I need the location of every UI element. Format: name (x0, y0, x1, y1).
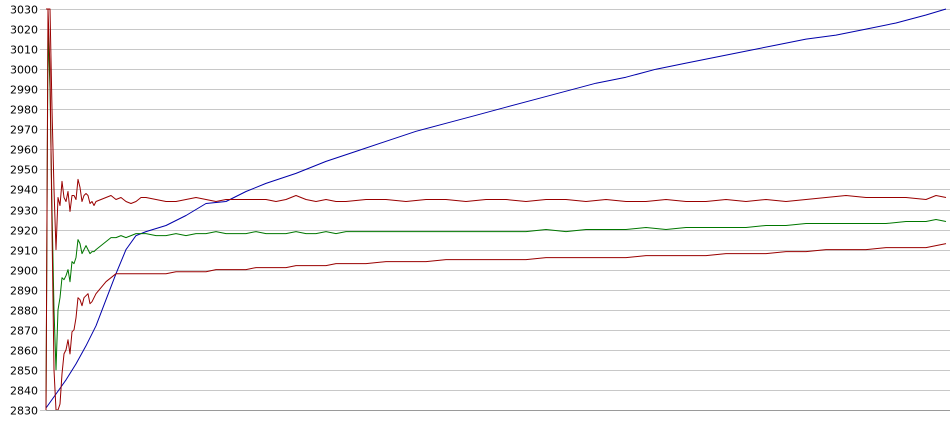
y-axis-tick-labels: 2830 2840 2850 2860 2870 2880 2890 2900 2910 2920… (10, 4, 38, 418)
y-tick-label: 2850 (10, 365, 38, 378)
series-line-middle (45, 28, 947, 411)
gridlines (40, 9, 950, 411)
series-line-lower (45, 8, 947, 411)
y-tick-label: 2920 (10, 225, 38, 238)
y-tick-label: 3030 (10, 4, 38, 17)
y-tick-label: 3020 (10, 24, 38, 37)
y-tick-label: 2940 (10, 184, 38, 197)
y-tick-label: 2980 (10, 104, 38, 117)
y-tick-label: 2830 (10, 405, 38, 418)
y-tick-label: 2890 (10, 285, 38, 298)
y-tick-label: 3000 (10, 64, 38, 77)
series-line-upper (46, 8, 947, 251)
y-tick-label: 2910 (10, 245, 38, 258)
series-line-trend (45, 8, 947, 409)
y-tick-label: 2880 (10, 305, 38, 318)
series-lines (45, 8, 947, 411)
y-tick-label: 2860 (10, 345, 38, 358)
y-tick-label: 2900 (10, 265, 38, 278)
y-tick-label: 3010 (10, 44, 38, 57)
y-tick-label: 2840 (10, 385, 38, 398)
y-tick-label: 2990 (10, 84, 38, 97)
y-tick-label: 2930 (10, 205, 38, 218)
y-tick-label: 2960 (10, 144, 38, 157)
y-tick-label: 2950 (10, 164, 38, 177)
y-tick-label: 2870 (10, 325, 38, 338)
y-tick-label: 2970 (10, 124, 38, 137)
